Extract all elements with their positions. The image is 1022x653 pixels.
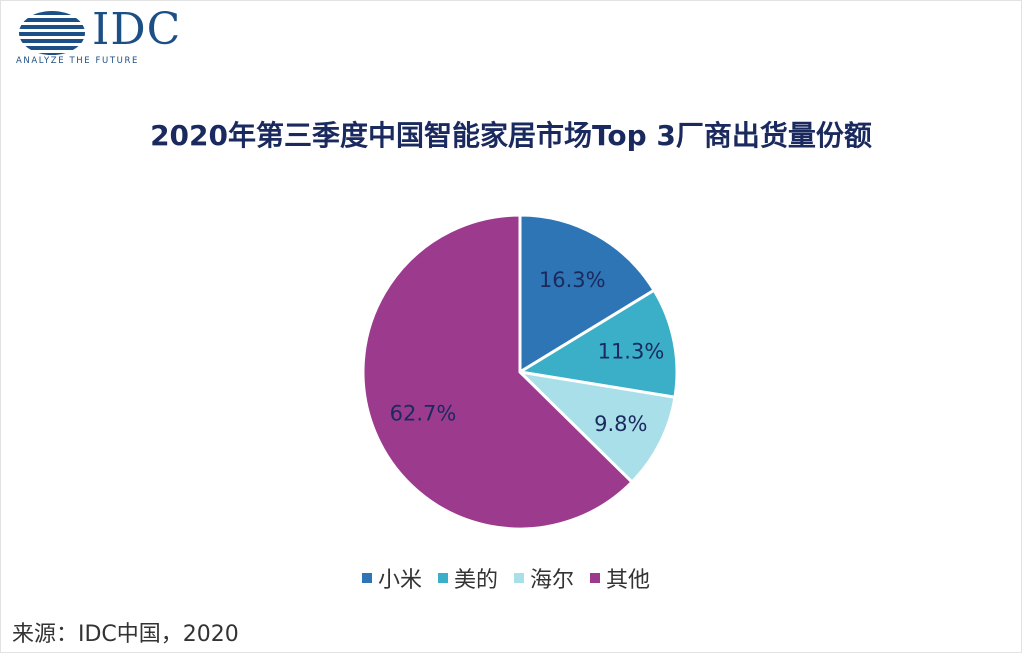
pie-slice-haier xyxy=(515,369,677,485)
idc-logo: IDC ANALYZE THE FUTURE xyxy=(14,4,204,72)
legend-label-others: 其他 xyxy=(606,568,651,593)
source-note: 来源：IDC中国，2020 xyxy=(12,622,239,647)
globe-icon xyxy=(19,11,85,55)
logo-tagline: ANALYZE THE FUTURE xyxy=(16,56,139,66)
pie-slice-others xyxy=(361,213,635,531)
legend-swatch-xiaomi xyxy=(362,573,372,583)
logo-text: IDC xyxy=(92,4,182,55)
legend-swatch-others xyxy=(590,573,601,583)
legend-label-midea: 美的 xyxy=(454,568,499,593)
legend-item-haier: 海尔 xyxy=(514,562,574,594)
legend-swatch-midea xyxy=(438,573,449,583)
chart-legend: 小米 美的 海尔 其他 xyxy=(362,562,666,594)
legend-label-xiaomi: 小米 xyxy=(378,568,423,593)
legend-swatch-haier xyxy=(514,573,525,583)
legend-item-others: 其他 xyxy=(590,562,650,594)
legend-item-midea: 美的 xyxy=(438,562,498,594)
legend-item-xiaomi: 小米 xyxy=(362,562,422,594)
pie-slice-midea xyxy=(515,288,679,399)
data-label-others: 62.7% xyxy=(390,402,457,426)
data-label-midea: 11.3% xyxy=(598,339,665,363)
pie-slice-xiaomi xyxy=(518,213,657,375)
chart-title: 2020年第三季度中国智能家居市场Top 3厂商出货量份额 xyxy=(150,119,872,152)
data-label-haier: 9.8% xyxy=(594,412,647,436)
data-label-xiaomi: 16.3% xyxy=(539,268,606,292)
legend-label-haier: 海尔 xyxy=(530,568,575,593)
